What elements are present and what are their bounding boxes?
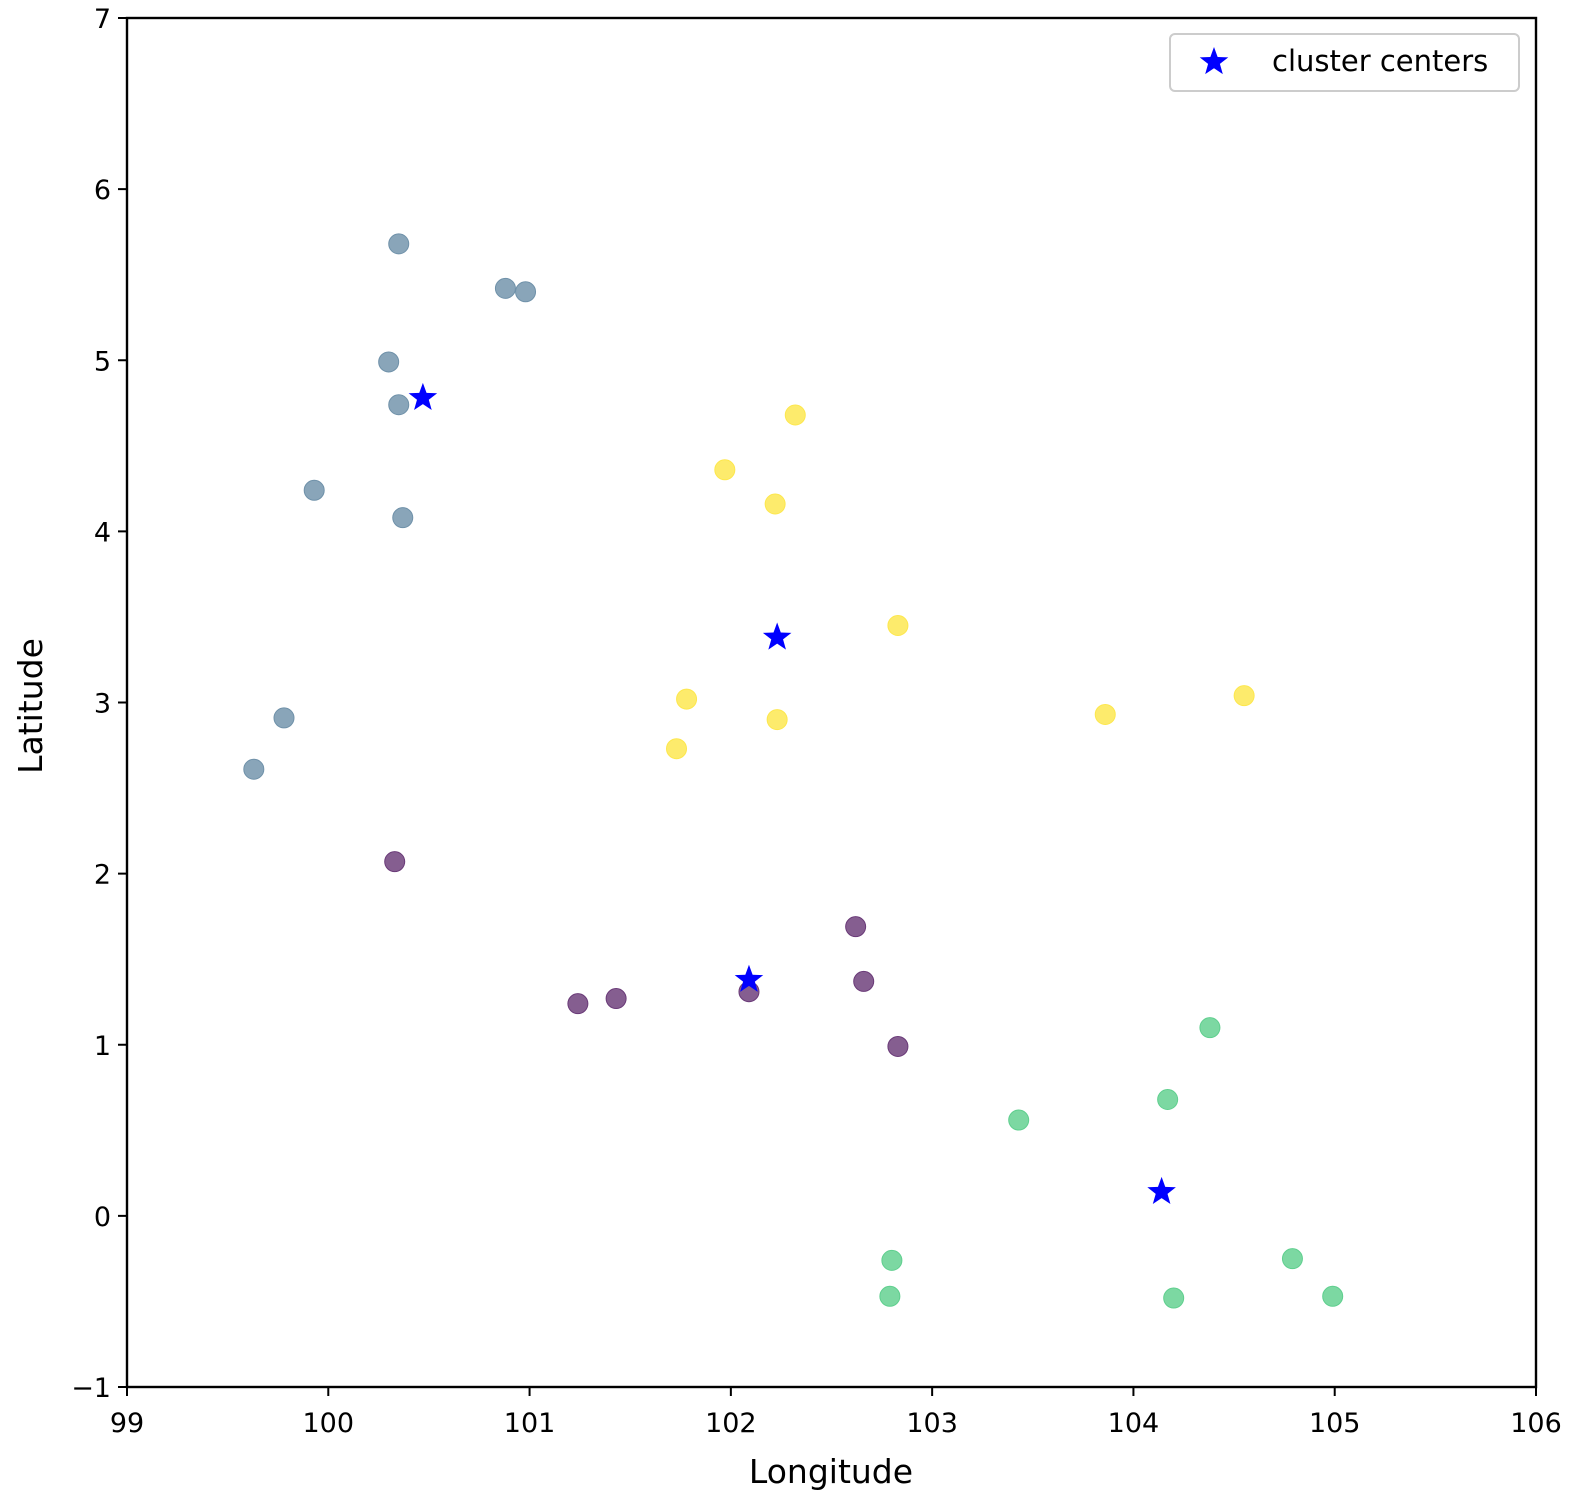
x-tick-label: 100 [303, 1408, 355, 1439]
legend-star-icon [1199, 47, 1229, 75]
scatter-point-cluster-2 [676, 688, 698, 710]
y-tick-label: −1 [71, 1373, 111, 1404]
y-tick-label: 7 [94, 4, 111, 35]
plot-frame [125, 16, 1538, 1389]
scatter-point-cluster-1 [392, 507, 414, 529]
scatter-point-cluster-2 [714, 459, 736, 481]
y-tick-label: 4 [94, 517, 111, 548]
scatter-point-cluster-2 [766, 709, 788, 731]
scatter-point-cluster-4 [1008, 1109, 1030, 1131]
y-axis-title: Latitude [11, 638, 50, 774]
legend-box [1169, 33, 1520, 92]
scatter-point-cluster-3 [887, 1035, 909, 1057]
scatter-point-cluster-1 [494, 277, 516, 299]
scatter-point-cluster-2 [784, 404, 806, 426]
scatter-point-cluster-4 [1281, 1248, 1303, 1270]
x-tick-label: 103 [906, 1408, 958, 1439]
y-tick-label: 0 [94, 1202, 111, 1233]
legend-label: cluster centers [1272, 44, 1488, 78]
x-axis-title: Longitude [749, 1452, 913, 1491]
y-tick-label: 6 [94, 175, 111, 206]
scatter-point-cluster-4 [1163, 1287, 1185, 1309]
scatter-point-cluster-3 [567, 993, 589, 1015]
legend: cluster centers [1169, 33, 1520, 92]
scatter-point-cluster-1 [515, 281, 537, 303]
scatter-point-cluster-2 [666, 738, 688, 760]
cluster-center-star [408, 382, 438, 411]
points-layer [243, 233, 1344, 1309]
scatter-point-cluster-4 [1199, 1017, 1221, 1039]
scatter-point-cluster-1 [378, 351, 400, 373]
y-tick-label: 5 [94, 346, 111, 377]
scatter-point-cluster-4 [1322, 1285, 1344, 1307]
scatter-point-cluster-1 [303, 479, 325, 501]
scatter-point-cluster-3 [384, 851, 406, 873]
cluster-center-star [762, 622, 792, 650]
scatter-point-cluster-1 [273, 707, 295, 729]
y-tick-label: 2 [94, 860, 111, 891]
scatter-point-cluster-4 [1157, 1089, 1179, 1111]
scatter-point-cluster-1 [388, 394, 410, 416]
scatter-point-cluster-2 [887, 614, 909, 636]
x-tick-label: 102 [705, 1408, 757, 1439]
y-tick-label: 3 [94, 689, 111, 720]
scatter-point-cluster-1 [388, 233, 410, 255]
scatter-point-cluster-2 [1233, 685, 1255, 707]
scatter-point-cluster-3 [853, 970, 875, 992]
scatter-point-cluster-2 [764, 493, 786, 515]
scatter-point-cluster-2 [1094, 703, 1116, 725]
x-tick-label: 104 [1108, 1408, 1160, 1439]
x-tick-label: 105 [1309, 1408, 1361, 1439]
cluster-center-star [734, 964, 764, 992]
scatter-point-cluster-4 [879, 1285, 901, 1307]
scatter-point-cluster-3 [845, 916, 867, 938]
scatter-point-cluster-4 [881, 1249, 903, 1271]
scatter-point-cluster-3 [605, 988, 627, 1010]
y-tick-label: 1 [94, 1031, 111, 1062]
x-tick-label: 101 [504, 1408, 556, 1439]
cluster-center-star [1147, 1176, 1176, 1205]
scatter-point-cluster-1 [243, 758, 265, 780]
x-tick-label: 106 [1510, 1408, 1562, 1439]
x-tick-label: 99 [110, 1408, 144, 1439]
centers-layer [408, 382, 1176, 1205]
ticks-layer: 99 100 101 102 103 104 105 106 −1 0 1 2 3 4 5 6 7 [71, 4, 1562, 1439]
